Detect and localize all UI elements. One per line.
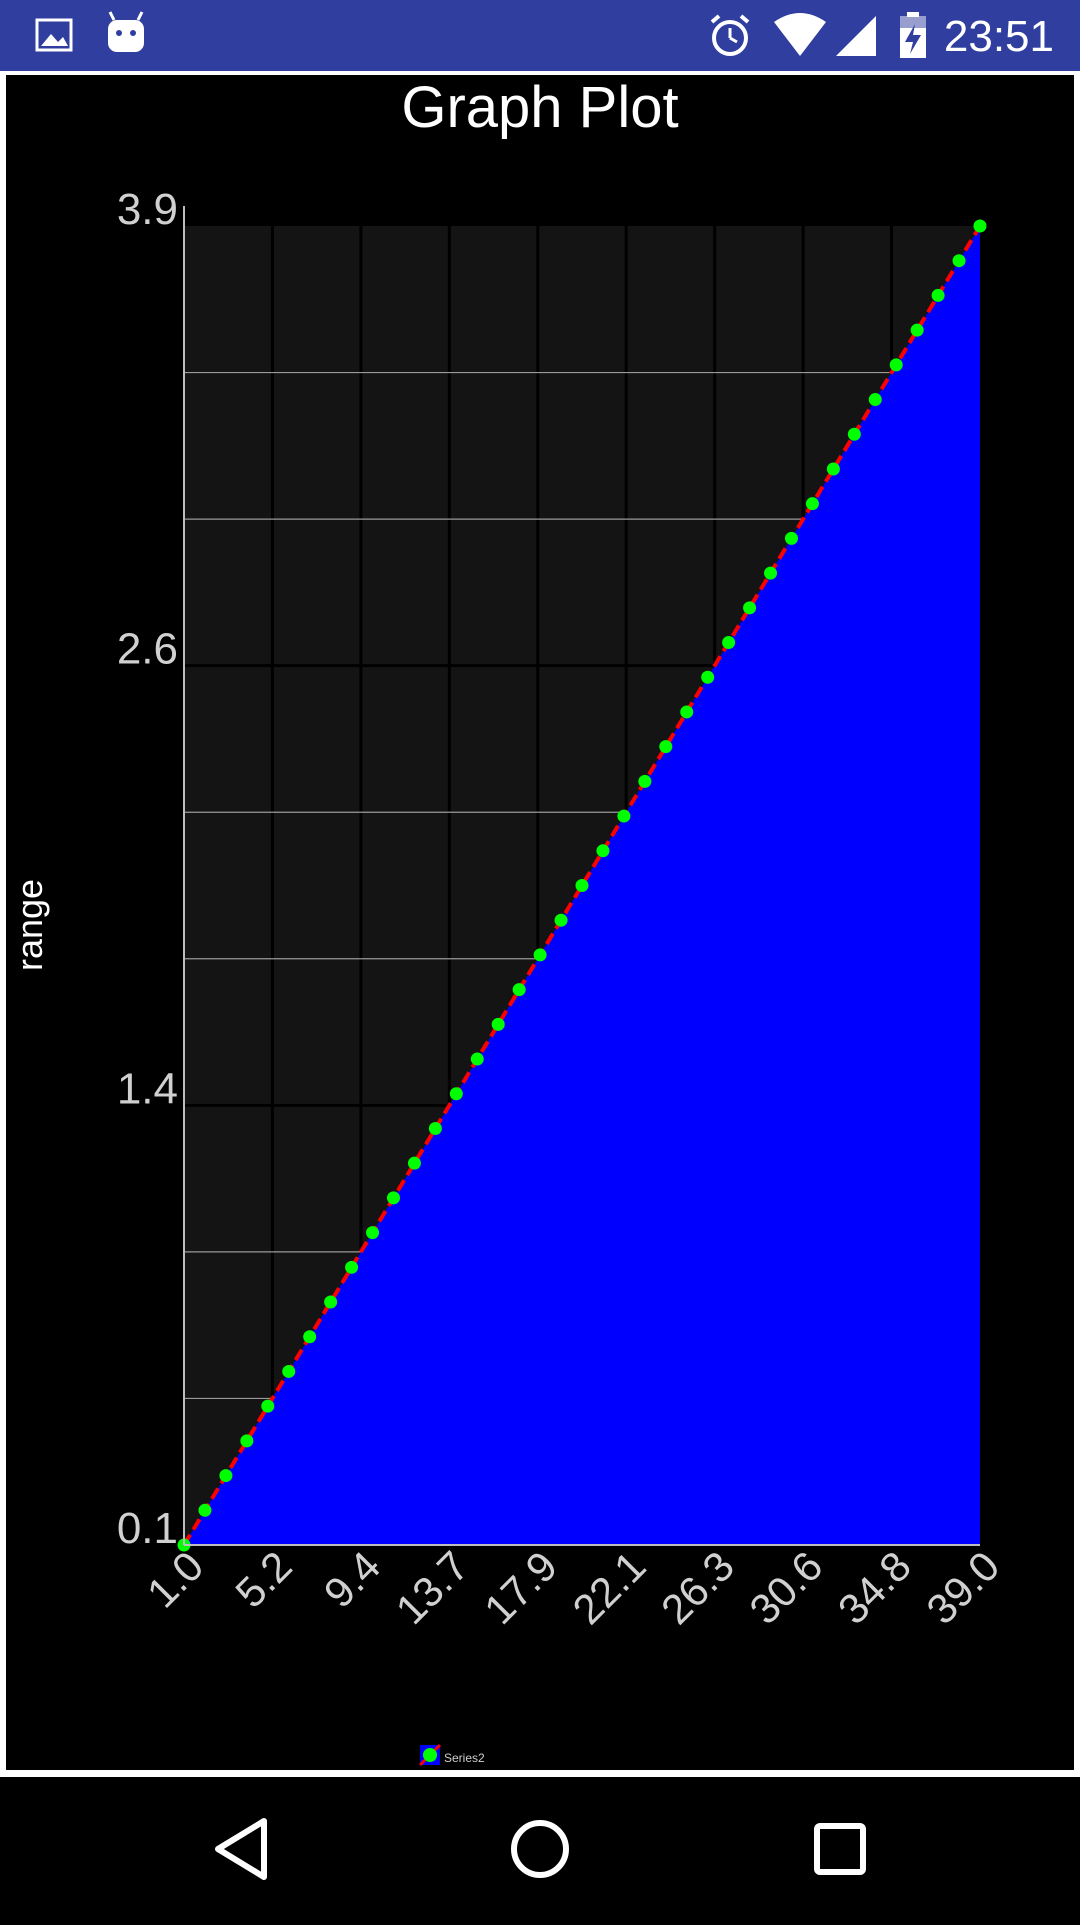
- data-point: [805, 497, 819, 511]
- status-time: 23:51: [943, 12, 1054, 61]
- battery-charging-icon: [896, 0, 930, 76]
- y-axis-label: range: [9, 879, 50, 971]
- data-point: [659, 740, 673, 754]
- legend-label: Series2: [444, 1751, 485, 1765]
- alarm-icon: [706, 0, 754, 76]
- data-point: [219, 1469, 233, 1483]
- x-tick-label: 17.9: [475, 1542, 566, 1633]
- x-tick-label: 22.1: [564, 1542, 655, 1633]
- data-point: [366, 1226, 380, 1240]
- data-point: [282, 1364, 296, 1378]
- back-icon[interactable]: [180, 1777, 300, 1920]
- x-tick-label: 30.6: [740, 1542, 831, 1633]
- data-point: [491, 1017, 505, 1031]
- legend: Series2: [418, 1743, 485, 1767]
- data-point: [764, 566, 778, 580]
- series-line: [182, 224, 982, 1547]
- android-icon: [104, 0, 148, 76]
- data-point: [303, 1330, 317, 1344]
- chart-title: Graph Plot: [401, 75, 678, 140]
- x-tick-label: 5.2: [226, 1542, 301, 1617]
- y-tick-label: 1.4: [117, 1064, 178, 1113]
- x-tick-label: 1.0: [138, 1542, 213, 1617]
- image-icon: [34, 0, 74, 76]
- chart-svg: Graph Plot range 0.1 1.4 2.6 3.9 1.0 5.2 9.413…: [9, 75, 1008, 1767]
- content-frame: Graph Plot range 0.1 1.4 2.6 3.9 1.0 5.2 9.4 13…: [0, 71, 1080, 1777]
- data-point: [910, 323, 924, 337]
- data-point: [617, 809, 631, 823]
- x-tick-label: 34.8: [829, 1542, 920, 1633]
- data-point: [512, 983, 526, 997]
- y-tick-label: 2.6: [117, 625, 178, 674]
- data-point: [973, 219, 987, 233]
- data-point: [428, 1121, 442, 1135]
- data-point: [743, 601, 757, 615]
- data-point: [470, 1052, 484, 1066]
- data-point: [784, 531, 798, 545]
- x-tick-label: 39.0: [917, 1542, 1008, 1633]
- data-point: [198, 1503, 212, 1517]
- y-tick-label: 0.1: [117, 1504, 178, 1553]
- data-point: [931, 288, 945, 302]
- chart-layer: 0.1 1.4 2.6 3.9 1.0 5.2 9.413.717.922.126.330.…: [117, 185, 1008, 1767]
- x-tick-label: 13.7: [387, 1542, 478, 1633]
- data-point: [449, 1087, 463, 1101]
- data-point: [596, 844, 610, 858]
- data-point: [554, 913, 568, 927]
- status-bar: 23:51: [0, 0, 1080, 71]
- data-point: [345, 1260, 359, 1274]
- y-tick-label: 3.9: [117, 185, 178, 234]
- data-point: [868, 393, 882, 407]
- data-point: [889, 358, 903, 372]
- x-tick-label: 9.4: [315, 1542, 390, 1617]
- home-icon[interactable]: [480, 1777, 600, 1920]
- data-point: [952, 254, 966, 268]
- data-point: [324, 1295, 338, 1309]
- data-point: [826, 462, 840, 476]
- cell-signal-icon: [834, 0, 878, 76]
- x-tick-label: 26.3: [652, 1542, 743, 1633]
- data-point: [575, 879, 589, 892]
- wifi-icon: [772, 0, 828, 76]
- navigation-bar: [0, 1777, 1080, 1920]
- data-point: [722, 636, 736, 650]
- data-point: [261, 1399, 275, 1413]
- data-point: [701, 670, 715, 684]
- data-point: [407, 1156, 421, 1170]
- recents-icon[interactable]: [780, 1777, 900, 1920]
- chart-area: Graph Plot range 0.1 1.4 2.6 3.9 1.0 5.2 9.4 13…: [6, 75, 1074, 1770]
- data-point: [533, 948, 547, 962]
- data-point: [847, 427, 861, 441]
- data-point: [638, 774, 652, 788]
- data-point: [240, 1434, 254, 1448]
- data-point: [680, 705, 694, 719]
- data-point: [386, 1191, 400, 1205]
- legend-marker: [423, 1748, 437, 1762]
